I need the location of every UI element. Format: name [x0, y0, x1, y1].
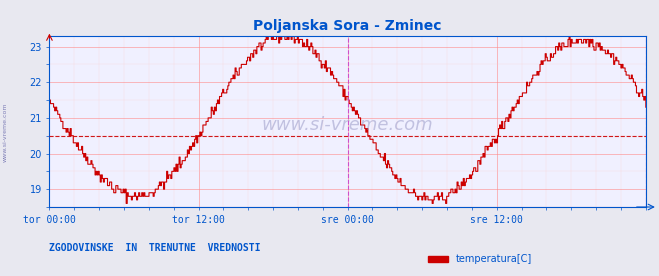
Legend: temperatura[C]: temperatura[C] [424, 251, 536, 268]
Text: ZGODOVINSKE  IN  TRENUTNE  VREDNOSTI: ZGODOVINSKE IN TRENUTNE VREDNOSTI [49, 243, 261, 253]
Text: www.si-vreme.com: www.si-vreme.com [262, 116, 434, 134]
Text: www.si-vreme.com: www.si-vreme.com [3, 103, 8, 162]
Title: Poljanska Sora - Zminec: Poljanska Sora - Zminec [253, 19, 442, 33]
